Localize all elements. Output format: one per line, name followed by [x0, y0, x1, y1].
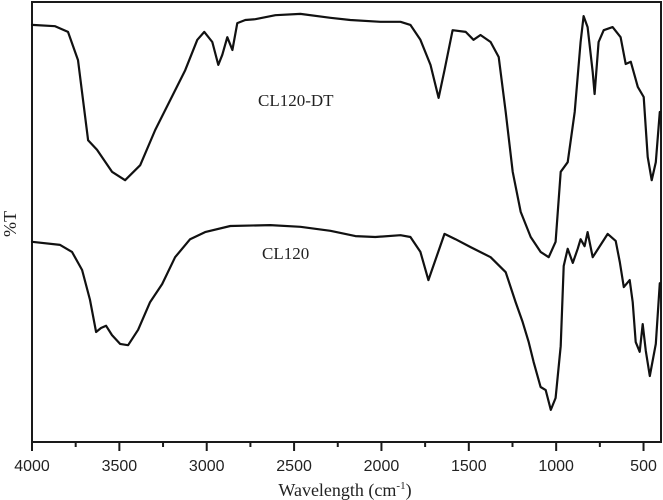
- x-tick-label: 500: [630, 458, 657, 475]
- x-tick-label: 4000: [14, 458, 50, 475]
- x-tick-label: 3500: [102, 458, 138, 475]
- series-label-cl120: CL120: [262, 244, 309, 263]
- trace-cl120: [30, 224, 661, 411]
- x-tick-label: 2500: [276, 458, 312, 475]
- x-tick-label: 1500: [451, 458, 487, 475]
- y-axis-title: %T: [0, 211, 20, 237]
- x-tick-label: 1000: [538, 458, 574, 475]
- trace-cl120-dt: [30, 12, 661, 259]
- series-label-cl120-dt: CL120-DT: [258, 91, 334, 110]
- x-tick-label: 3000: [189, 458, 225, 475]
- spectra-traces: [30, 12, 661, 411]
- x-tick-label: 2000: [364, 458, 400, 475]
- x-axis-title: Wavelength (cm-1): [278, 480, 411, 500]
- x-axis-ticks: 4000 3500 3000 2500 2000 1500 1000 500: [14, 442, 657, 475]
- plot-frame: [31, 1, 662, 443]
